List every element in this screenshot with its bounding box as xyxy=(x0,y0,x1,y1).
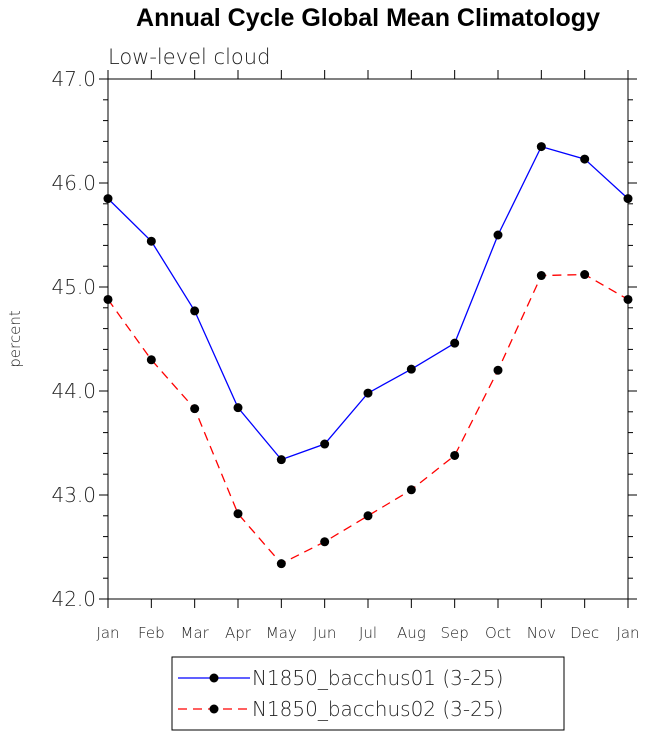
x-tick-label: Jan xyxy=(96,624,119,642)
data-point xyxy=(623,194,633,204)
data-point xyxy=(276,455,286,465)
data-point xyxy=(623,294,633,304)
chart-subtitle: Low-level cloud xyxy=(108,45,270,69)
data-point xyxy=(190,404,200,414)
x-tick-label: Feb xyxy=(138,624,165,642)
y-tick-label: 46.0 xyxy=(51,171,96,195)
x-tick-label: Aug xyxy=(397,624,426,642)
data-point xyxy=(493,230,503,240)
x-tick-labels: Jan Feb Mar Apr May Jun Jul Aug Sep Oct Nov Dec Jan xyxy=(96,624,639,642)
data-point xyxy=(103,194,113,204)
data-point xyxy=(450,450,460,460)
data-point xyxy=(406,485,416,495)
series-line xyxy=(107,145,629,461)
x-tick-label: Jun xyxy=(313,624,336,642)
data-point xyxy=(406,364,416,374)
data-point xyxy=(536,271,546,281)
y-axis-label: percent xyxy=(6,310,24,368)
legend-item-1: N1850_bacchus01 (3-25) xyxy=(178,666,503,690)
data-point xyxy=(146,236,156,246)
data-point xyxy=(580,270,590,280)
y-tick-label: 42.0 xyxy=(51,587,96,611)
y-tick-label: 44.0 xyxy=(51,379,96,403)
legend-marker xyxy=(209,704,219,714)
x-tick-label: Nov xyxy=(527,624,556,642)
x-tick-label: May xyxy=(266,624,297,642)
legend-item-2: N1850_bacchus02 (3-25) xyxy=(178,697,503,721)
data-point xyxy=(580,154,590,164)
data-point xyxy=(146,355,156,365)
series-2 xyxy=(103,270,633,569)
axis-ticks xyxy=(99,70,637,608)
legend-marker xyxy=(209,673,219,683)
x-tick-label: Oct xyxy=(485,624,511,642)
legend-label: N1850_bacchus02 (3-25) xyxy=(252,697,503,721)
x-tick-label: Sep xyxy=(441,624,469,642)
y-tick-labels: 42.0 43.0 44.0 45.0 46.0 47.0 xyxy=(51,67,96,611)
data-point xyxy=(233,509,243,519)
x-tick-label: Mar xyxy=(181,624,210,642)
series-layer xyxy=(103,142,633,569)
y-tick-label: 45.0 xyxy=(51,275,96,299)
y-tick-label: 43.0 xyxy=(51,483,96,507)
data-point xyxy=(363,511,373,521)
legend-box xyxy=(171,656,565,731)
legend-label: N1850_bacchus01 (3-25) xyxy=(252,666,503,690)
legend: N1850_bacchus01 (3-25) N1850_bacchus02 (3… xyxy=(178,666,503,721)
data-point xyxy=(536,142,546,152)
data-point xyxy=(450,338,460,348)
chart-title: Annual Cycle Global Mean Climatology xyxy=(136,4,600,32)
data-point xyxy=(493,365,503,375)
data-point xyxy=(233,403,243,413)
data-point xyxy=(320,439,330,449)
y-tick-label: 47.0 xyxy=(51,67,96,91)
data-point xyxy=(320,537,330,547)
x-tick-label: Jan xyxy=(616,624,639,642)
x-tick-label: Jul xyxy=(359,624,377,642)
data-point xyxy=(276,559,286,569)
series-1 xyxy=(103,142,633,465)
data-point xyxy=(190,306,200,316)
data-point xyxy=(363,388,373,398)
x-tick-label: Dec xyxy=(570,624,599,642)
plot-frame xyxy=(107,78,629,600)
x-tick-label: Apr xyxy=(225,624,252,642)
data-point xyxy=(103,294,113,304)
